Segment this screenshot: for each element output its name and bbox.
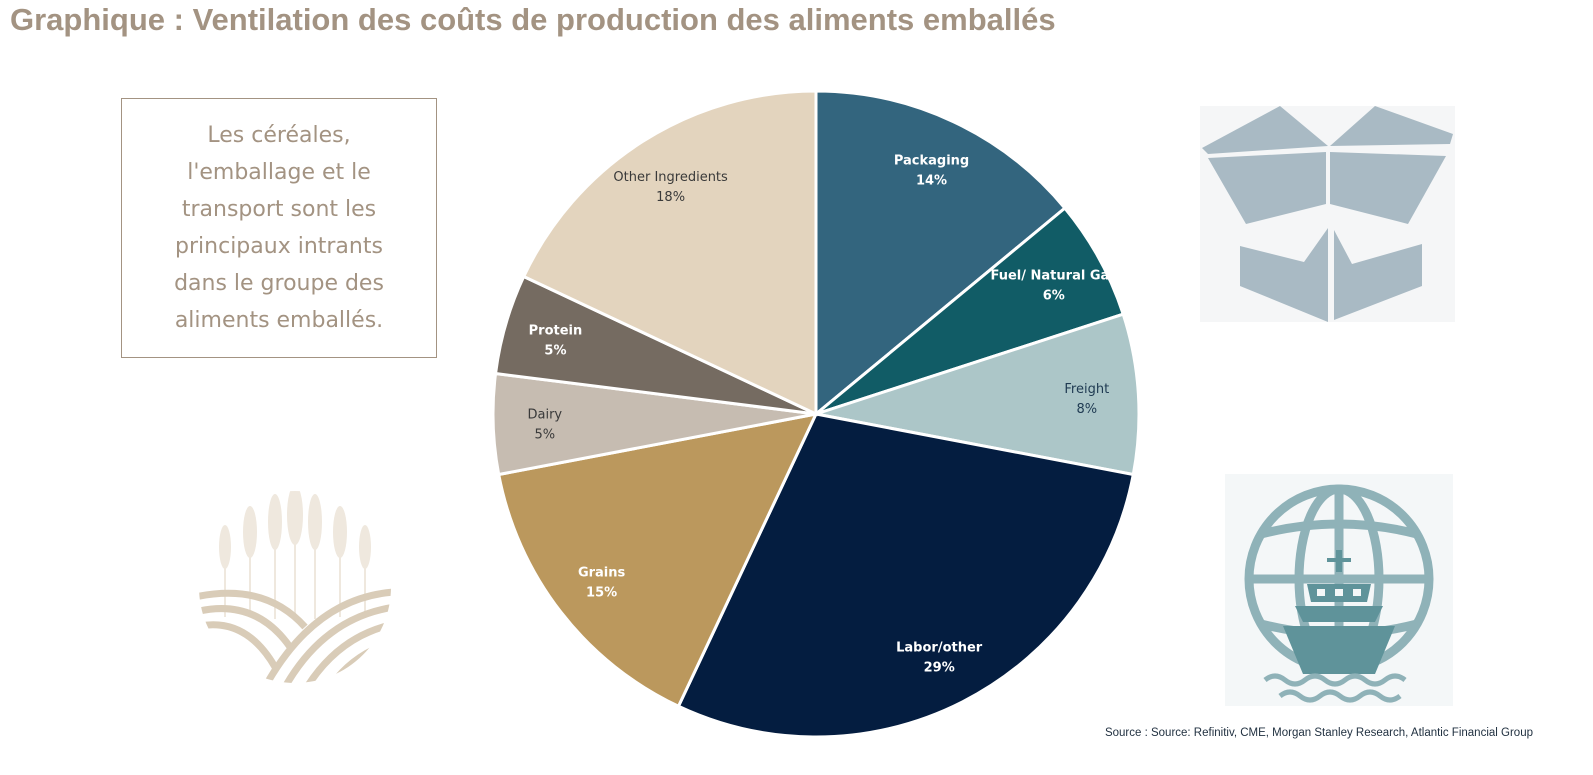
- slice-label: Fuel/ Natural Gas: [991, 268, 1118, 283]
- wheat-field-icon: [199, 491, 391, 683]
- pie-slice-other-ingredients: [521, 89, 818, 417]
- slice-label: Freight: [1064, 382, 1109, 397]
- slice-label: Packaging: [894, 154, 969, 169]
- slice-label: Protein: [529, 323, 583, 338]
- open-box-icon: [1200, 106, 1455, 322]
- pie-slice-freight: [815, 312, 1141, 477]
- slice-label: Dairy: [527, 408, 562, 423]
- source-note: Source : Source: Refinitiv, CME, Morgan …: [1104, 727, 1533, 739]
- page-title: Graphique : Ventilation des coûts de pro…: [10, 2, 1056, 37]
- ship-globe-icon: [1225, 474, 1453, 706]
- slice-label: Grains: [578, 565, 626, 580]
- pie-slice-grains: [496, 411, 819, 709]
- pie-slice-packaging: [814, 89, 1067, 418]
- slice-label: Labor/other: [896, 641, 983, 656]
- slice-value-label: 14%: [916, 174, 947, 189]
- slice-value-label: 6%: [1043, 288, 1065, 303]
- slice-value-label: 29%: [924, 661, 955, 676]
- slice-value-label: 15%: [586, 585, 617, 600]
- callout-box: Les céréales, l'emballage et le transpor…: [121, 98, 437, 358]
- slice-label: Other Ingredients: [613, 170, 728, 185]
- callout-text: Les céréales, l'emballage et le transpor…: [174, 123, 384, 333]
- slice-value-label: 5%: [544, 343, 566, 358]
- slice-value-label: 5%: [535, 428, 556, 443]
- pie-slice-fuel-natural-gas: [815, 205, 1126, 416]
- slice-value-label: 18%: [656, 190, 685, 205]
- pie-slice-labor-other: [676, 412, 1136, 739]
- slice-value-label: 8%: [1076, 402, 1097, 417]
- pie-chart: Packaging 14% Fuel/ Natural Gas 6% Freight 8%…: [491, 89, 1141, 739]
